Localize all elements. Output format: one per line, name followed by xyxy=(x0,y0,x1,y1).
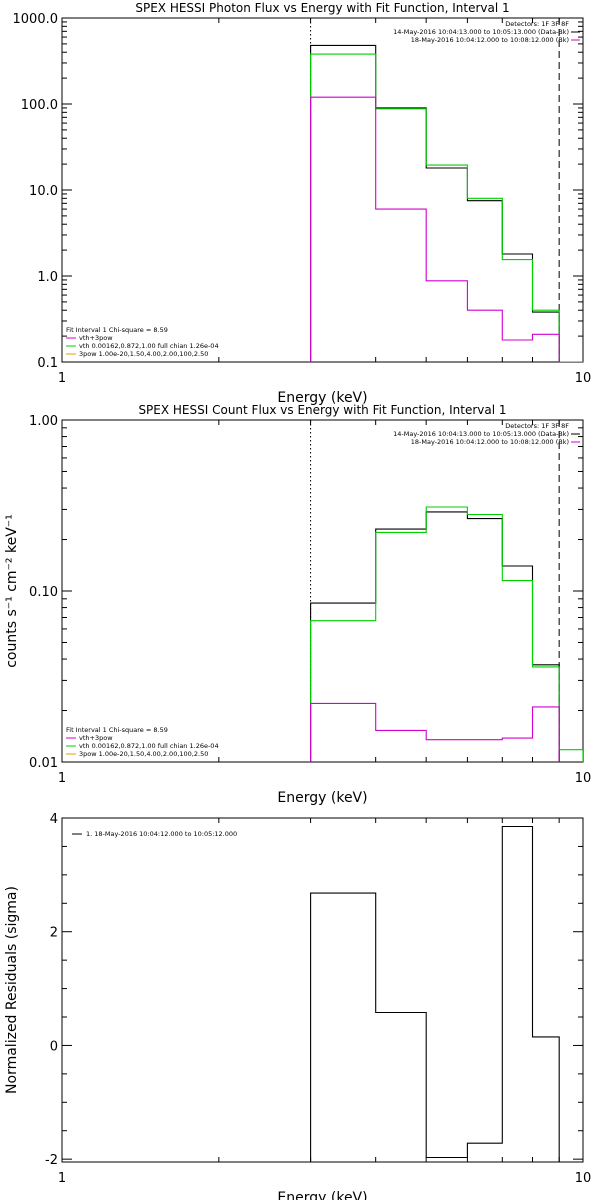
series-line-2 xyxy=(310,53,583,362)
plot-frame xyxy=(61,17,584,363)
x-axis-label: Energy (keV) xyxy=(277,1190,367,1200)
legend-top-right-entry: 14-May-2016 10:04:13.000 to 10:05:13.000… xyxy=(393,28,569,36)
y-tick-label: 0.01 xyxy=(29,756,58,771)
legend-top-right-entry: 18-May-2016 10:04:12.000 to 10:08:12.000… xyxy=(411,36,569,44)
x-tick-label: 10 xyxy=(575,1171,592,1186)
legend-bottom-left-entry: vth+3pow xyxy=(79,734,113,742)
legend-bottom-left-entry: vth+3pow xyxy=(79,334,113,342)
series-line-3 xyxy=(310,702,560,762)
y-tick-label: 1.0 xyxy=(37,270,58,285)
legend-bottom-left-entry: vth 0.00162,0.872,1.00 full chian 1.26e-… xyxy=(79,342,219,350)
x-tick-label: 10 xyxy=(575,371,592,386)
legend-bottom-left-entry: 3pow 1.00e-20,1.50,4.00,2.00,100,2.50 xyxy=(79,350,208,358)
y-tick-label: 1.00 xyxy=(29,414,58,429)
x-axis-label: Energy (keV) xyxy=(277,390,367,406)
y-axis-label: counts s⁻¹ cm⁻² keV⁻¹ xyxy=(4,514,20,668)
series-line-3 xyxy=(310,96,560,362)
legend-bottom-left-entry: Fit Interval 1 Chi-square = 8.59 xyxy=(66,726,168,734)
legend-top-right-entry: 14-May-2016 10:04:13.000 to 10:05:13.000… xyxy=(393,430,569,438)
chart-panel-1: SPEX HESSI Photon Flux vs Energy with Fi… xyxy=(13,1,592,406)
plot-frame xyxy=(61,419,584,763)
chart-panel-2: SPEX HESSI Count Flux vs Energy with Fit… xyxy=(4,403,591,806)
legend-bottom-left-entry: 3pow 1.00e-20,1.50,4.00,2.00,100,2.50 xyxy=(79,750,208,758)
series-line-1 xyxy=(310,825,560,1162)
chart-panel-3: Energy (keV) Normalized Residuals (sigma)… xyxy=(4,812,591,1200)
y-tick-label: 0 xyxy=(50,1039,58,1054)
legend-bottom-left-entry: vth 0.00162,0.872,1.00 full chian 1.26e-… xyxy=(79,742,219,750)
y-tick-label: 0.10 xyxy=(29,585,58,600)
y-tick-label: 2 xyxy=(50,926,58,941)
y-tick-label: 100.0 xyxy=(21,98,58,113)
x-tick-label: 10 xyxy=(575,771,592,786)
series-line-1 xyxy=(310,44,560,362)
series-line-1 xyxy=(310,511,560,762)
y-tick-label: 1000.0 xyxy=(13,12,59,27)
legend-bottom-left-entry: Fit Interval 1 Chi-square = 8.59 xyxy=(66,326,168,334)
legend-top-left-entry: 1. 18-May-2016 10:04:12.000 to 10:05:12.… xyxy=(86,830,237,838)
x-tick-label: 1 xyxy=(58,771,66,786)
y-tick-label: -2 xyxy=(45,1153,58,1168)
legend-top-right-entry: 18-May-2016 10:04:12.000 to 10:08:12.000… xyxy=(411,438,569,446)
y-tick-label: 4 xyxy=(50,812,58,827)
x-tick-label: 1 xyxy=(58,1171,66,1186)
chart-title: SPEX HESSI Count Flux vs Energy with Fit… xyxy=(138,403,506,417)
y-tick-label: 0.1 xyxy=(37,356,58,371)
series-line-2 xyxy=(310,506,583,762)
y-axis-label: Normalized Residuals (sigma) xyxy=(4,886,20,1094)
x-tick-label: 1 xyxy=(58,371,66,386)
x-axis-label: Energy (keV) xyxy=(277,790,367,806)
legend-top-right-entry: Detectors: 1F 3F 8F xyxy=(505,20,569,28)
y-tick-label: 10.0 xyxy=(29,184,58,199)
legend-top-right-entry: Detectors: 1F 3F 8F xyxy=(505,422,569,430)
chart-title: SPEX HESSI Photon Flux vs Energy with Fi… xyxy=(135,1,509,15)
plot-frame xyxy=(61,817,584,1163)
